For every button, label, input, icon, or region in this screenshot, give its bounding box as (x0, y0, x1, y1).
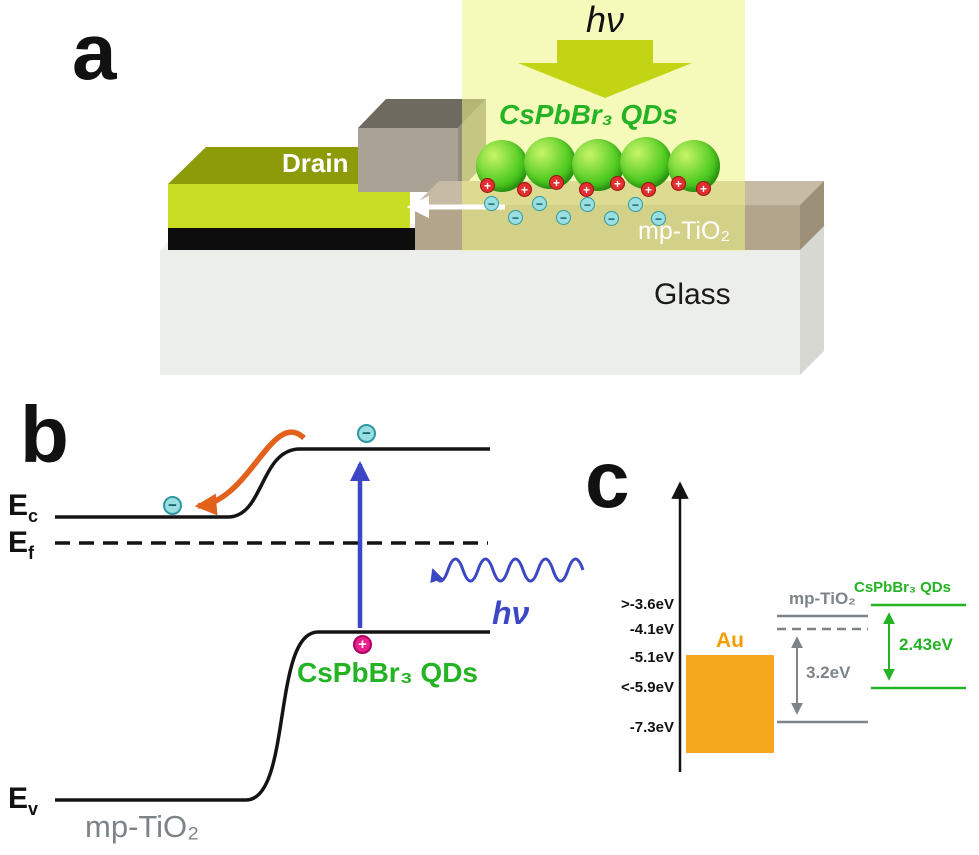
source-top-face (358, 99, 486, 128)
energy-level-label: -7.3eV (629, 719, 674, 736)
qds-label-band: CsPbBr₃ QDs (297, 657, 478, 688)
band-label-base: E (8, 489, 29, 522)
conduction-band-line (55, 447, 490, 519)
energy-level-label: >-3.6eV (621, 596, 674, 613)
glass-front-face (160, 250, 800, 375)
panel-a-letter: a (72, 7, 117, 96)
hv-photon-label: hν (492, 595, 530, 631)
band-label-base: E (8, 526, 29, 559)
mp-tio2-label-band: mp-TiO₂ (85, 809, 200, 844)
light-arrow-icon (518, 40, 692, 98)
hv-light-label: hν (585, 0, 625, 40)
tio2-gap-label: 3.2eV (806, 663, 851, 682)
valence-band-line (55, 630, 490, 802)
hole-plus-icon: + (549, 175, 564, 190)
hole-plus-icon: + (671, 176, 686, 191)
energy-level-label: <-5.9eV (621, 679, 674, 696)
electron-minus-icon: − (532, 196, 547, 211)
electron-minus-icon: − (580, 197, 595, 212)
qds-label-levels: CsPbBr₃ QDs (854, 579, 951, 596)
band-label-sub: v (28, 799, 39, 819)
electron-minus-icon: − (484, 196, 499, 211)
band-diagram (55, 429, 585, 802)
mp-tio2-label-schematic: mp-TiO₂ (638, 217, 731, 245)
electron-minus-icon: − (604, 211, 619, 226)
au-label: Au (716, 629, 744, 652)
panel-b-letter: b (20, 390, 69, 479)
photon-wave-arrow (430, 557, 585, 584)
glass-side-face (800, 226, 824, 375)
fermi-level-label: Ef (8, 526, 34, 563)
drain-label: Drain (282, 148, 349, 178)
hole-plus-icon: + (517, 182, 532, 197)
electron-minus-icon: − (651, 211, 666, 226)
tio2-side-face (800, 181, 824, 250)
conduction-band-label: Ec (8, 489, 38, 526)
electron-minus-icon: − (508, 210, 523, 225)
qds-label-schematic: CsPbBr₃ QDs (499, 99, 678, 130)
band-label-sub: c (28, 506, 39, 526)
hole-plus-icon: + (696, 181, 711, 196)
band-label-sub: f (28, 543, 35, 563)
valence-band-label: Ev (8, 782, 38, 819)
bottom-electrode-layer (168, 228, 415, 250)
panel-c-letter: c (585, 435, 630, 524)
energy-level-diagram (671, 481, 966, 772)
hole-plus-icon: + (579, 182, 594, 197)
hole-plus-icon: + (480, 178, 495, 193)
electron-minus-icon: − (556, 210, 571, 225)
au-block (686, 655, 774, 753)
band-label-base: E (8, 782, 29, 815)
electron-minus-icon: − (357, 424, 376, 443)
electron-transfer-arrow (194, 429, 306, 516)
hole-plus-icon: + (641, 182, 656, 197)
electron-minus-icon: − (628, 197, 643, 212)
qds-gap-label: 2.43eV (899, 635, 953, 654)
energy-level-label: -4.1eV (629, 621, 674, 638)
glass-label: Glass (654, 278, 731, 311)
electron-minus-icon: − (163, 496, 182, 515)
mp-tio2-label-levels: mp-TiO₂ (789, 589, 856, 608)
quantum-dot-sphere (620, 137, 672, 189)
energy-level-label: -5.1eV (629, 649, 674, 666)
hole-plus-icon: + (610, 176, 625, 191)
hole-plus-icon: + (353, 635, 372, 654)
